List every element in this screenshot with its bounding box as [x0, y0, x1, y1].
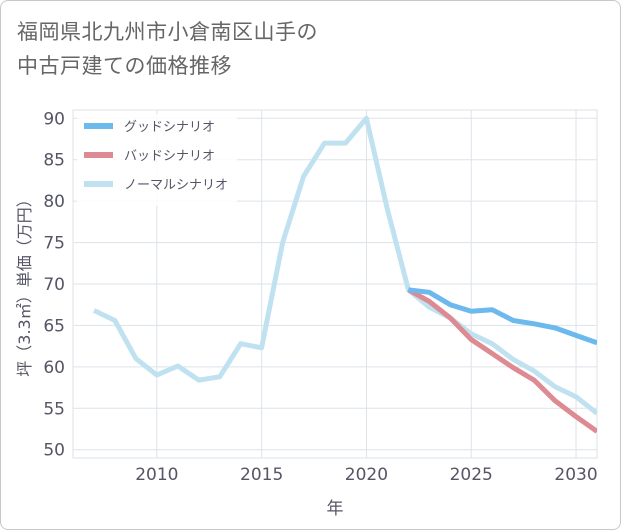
y-axis-label: 坪（3.3㎡）単価（万円） — [15, 191, 34, 376]
title-line-2: 中古戸建ての価格推移 — [17, 54, 232, 78]
x-tick-label: 2020 — [345, 465, 388, 485]
x-axis-label: 年 — [327, 499, 344, 519]
y-tick-label: 50 — [43, 441, 65, 461]
title-line-1: 福岡県北九州市小倉南区山手の — [17, 20, 318, 44]
x-tick-label: 2010 — [135, 465, 178, 485]
y-tick-label: 65 — [43, 316, 65, 336]
y-tick-label: 75 — [43, 234, 65, 254]
bad-scenario-line — [407, 287, 597, 434]
chart-title: 福岡県北九州市小倉南区山手の 中古戸建ての価格推移 — [17, 15, 318, 83]
x-tick-label: 2015 — [240, 465, 283, 485]
legend-label: ノーマルシナリオ — [124, 178, 228, 193]
legend-label: バッドシナリオ — [124, 149, 215, 164]
y-tick-label: 60 — [43, 358, 65, 378]
normal-scenario-line — [92, 115, 597, 416]
y-tick-label: 85 — [43, 151, 65, 171]
legend-box — [77, 114, 237, 206]
x-tick-label: 2030 — [554, 465, 597, 485]
y-tick-label: 55 — [43, 399, 65, 419]
y-tick-label: 80 — [43, 192, 65, 212]
y-tick-label: 70 — [43, 275, 65, 295]
good-scenario-line — [408, 287, 597, 346]
legend-label: グッドシナリオ — [124, 120, 215, 135]
x-tick-label: 2025 — [450, 465, 493, 485]
y-tick-label: 90 — [43, 109, 65, 129]
